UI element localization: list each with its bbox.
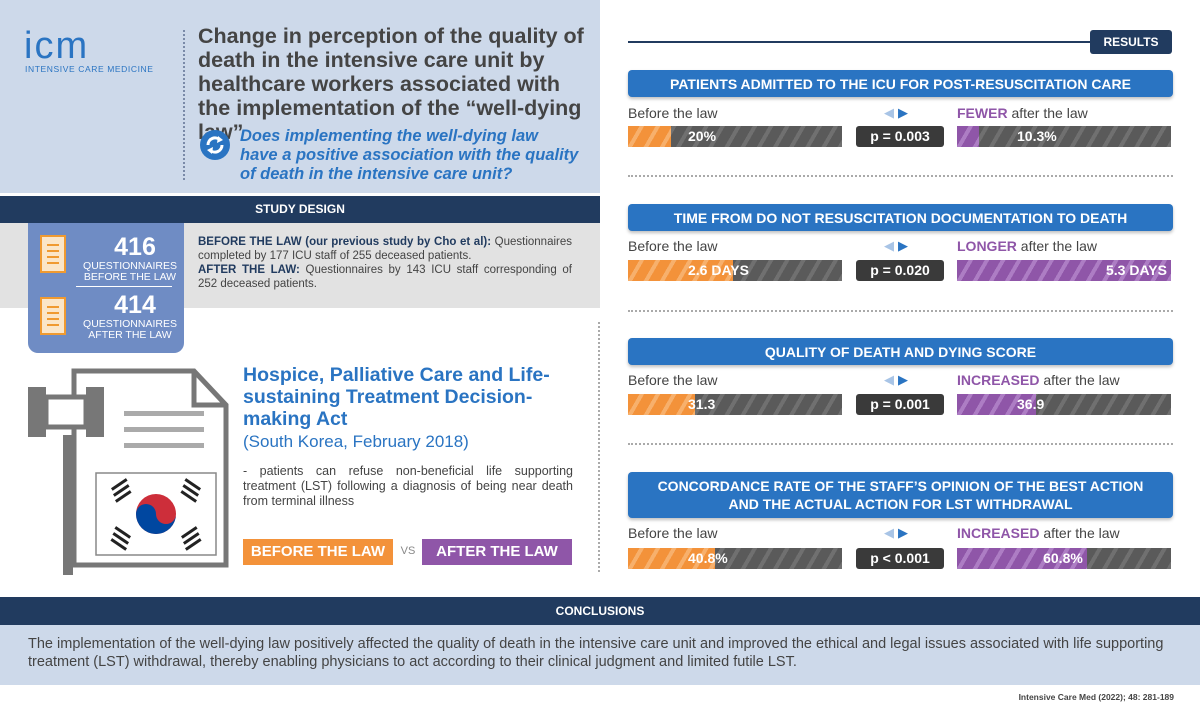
act-description: - patients can refuse non-beneficial lif… [243, 464, 573, 508]
before-value: 40.8% [688, 550, 728, 566]
conclusions-panel [0, 625, 1200, 685]
result-header: TIME FROM DO NOT RESUSCITATION DOCUMENTA… [628, 204, 1173, 231]
conclusions-text: The implementation of the well-dying law… [28, 636, 1164, 670]
after-emphasis: INCREASED [957, 525, 1040, 541]
column-divider [598, 322, 600, 572]
after-value: 36.9 [1017, 396, 1045, 412]
before-label: Before the law [628, 525, 718, 541]
before-bar: 2.6 DAYS [628, 260, 842, 281]
document-icon [40, 235, 66, 273]
act-title: Hospice, Palliative Care and Life-sustai… [243, 364, 550, 430]
section-divider [628, 443, 1173, 445]
before-bar-fill [628, 548, 716, 569]
gavel-document-icon [24, 365, 234, 575]
document-icon [40, 297, 66, 335]
after-rest: after the law [1016, 238, 1098, 254]
before-bar-fill [628, 260, 733, 281]
citation: Intensive Care Med (2022); 48: 281-189 [1018, 692, 1174, 702]
before-law-label: BEFORE THE LAW [243, 539, 393, 565]
result-header: PATIENTS ADMITTED TO THE ICU FOR POST-RE… [628, 70, 1173, 97]
count-after-label: QUESTIONNAIRES AFTER THE LAW [83, 318, 177, 341]
vs-label: VS [400, 545, 416, 557]
after-label: LONGER after the law [957, 238, 1097, 254]
logo-divider [183, 30, 185, 180]
study-design-header: STUDY DESIGN [0, 196, 600, 223]
after-law-label: AFTER THE LAW [422, 539, 572, 565]
after-value: 60.8% [1043, 550, 1083, 566]
results-tag: RESULTS [1090, 30, 1172, 54]
conclusions-header: CONCLUSIONS [0, 597, 1200, 625]
count-before: 416 QUESTIONNAIRES BEFORE THE LAW [28, 227, 184, 287]
questionnaire-counts: 416 QUESTIONNAIRES BEFORE THE LAW 414 QU… [28, 223, 184, 353]
after-label: INCREASED after the law [957, 525, 1120, 541]
count-after: 414 QUESTIONNAIRES AFTER THE LAW [28, 289, 184, 349]
after-emphasis: INCREASED [957, 372, 1040, 388]
after-bar: 10.3% [957, 126, 1171, 147]
p-value: p = 0.020 [856, 260, 944, 281]
result-header: QUALITY OF DEATH AND DYING SCORE [628, 338, 1173, 365]
count-before-label: QUESTIONNAIRES BEFORE THE LAW [83, 260, 177, 283]
header-panel [0, 0, 600, 193]
after-rest: after the law [1039, 525, 1120, 541]
after-text: Questionnaires by 143 ICU staff correspo… [198, 264, 572, 290]
after-lead: AFTER THE LAW: [198, 264, 300, 276]
before-bar: 20% [628, 126, 842, 147]
after-label: INCREASED after the law [957, 372, 1120, 388]
logo-subtitle: INTENSIVE CARE MEDICINE [25, 64, 154, 74]
count-after-number: 414 [114, 291, 156, 319]
before-value: 20% [688, 128, 717, 144]
result-header: CONCORDANCE RATE OF THE STAFF’S OPINION … [628, 472, 1173, 518]
after-bar: 5.3 DAYS [957, 260, 1171, 281]
after-emphasis: FEWER [957, 105, 1008, 121]
after-bar-fill [957, 548, 1088, 569]
compare-arrows-icon: ◀▶ [884, 525, 912, 540]
page-title: Change in perception of the quality of d… [198, 24, 584, 144]
compare-arrows-icon: ◀▶ [884, 238, 912, 253]
before-lead: BEFORE THE LAW (our previous study by Ch… [198, 236, 492, 248]
after-rest: after the law [1039, 372, 1120, 388]
before-bar-fill [628, 126, 671, 147]
p-value: p = 0.003 [856, 126, 944, 147]
before-value: 2.6 DAYS [688, 262, 749, 278]
section-divider [628, 310, 1173, 312]
after-value: 5.3 DAYS [1106, 262, 1167, 278]
p-value: p = 0.001 [856, 394, 944, 415]
before-value: 31.3 [688, 396, 716, 412]
icm-logo: icm INTENSIVE CARE MEDICINE [24, 25, 174, 76]
compare-arrows-icon: ◀▶ [884, 372, 912, 387]
after-rest: after the law [1007, 105, 1088, 121]
after-bar: 60.8% [957, 548, 1171, 569]
results-rule [628, 41, 1098, 43]
count-before-number: 416 [114, 233, 156, 261]
compare-arrows-icon: ◀▶ [884, 105, 912, 120]
before-label: Before the law [628, 238, 718, 254]
count-divider [76, 286, 172, 287]
before-label: Before the law [628, 105, 718, 121]
after-emphasis: LONGER [957, 238, 1017, 254]
refresh-icon [200, 130, 230, 160]
after-value: 10.3% [1017, 128, 1057, 144]
study-design-text: BEFORE THE LAW (our previous study by Ch… [198, 235, 572, 291]
after-bar: 36.9 [957, 394, 1171, 415]
research-question: Does implementing the well-dying law hav… [240, 127, 579, 183]
before-bar: 40.8% [628, 548, 842, 569]
after-bar-fill [957, 394, 1036, 415]
before-bar: 31.3 [628, 394, 842, 415]
logo-mark: icm [24, 26, 89, 67]
after-bar-fill [957, 260, 1171, 281]
before-text: Questionnaires completed by 177 ICU staf… [198, 236, 572, 262]
p-value: p < 0.001 [856, 548, 944, 569]
after-label: FEWER after the law [957, 105, 1088, 121]
before-bar-fill [628, 394, 695, 415]
before-label: Before the law [628, 372, 718, 388]
after-bar-fill [957, 126, 980, 147]
act-subtitle: (South Korea, February 2018) [243, 432, 469, 451]
section-divider [628, 175, 1173, 177]
